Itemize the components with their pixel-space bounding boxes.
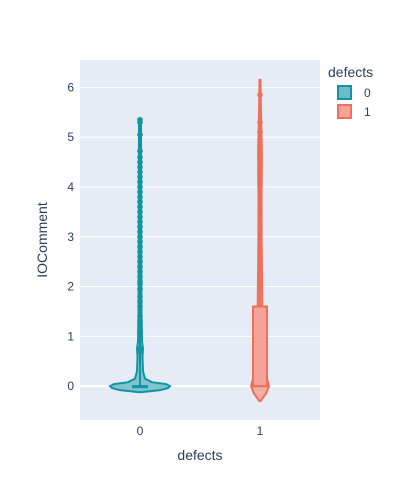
x-tick-label: 1 bbox=[257, 424, 264, 438]
outlier-point bbox=[137, 286, 143, 292]
outlier-point bbox=[257, 136, 263, 143]
x-tick-label: 0 bbox=[137, 424, 144, 438]
violin-box bbox=[252, 305, 268, 388]
legend-label: 0 bbox=[364, 86, 371, 100]
outlier-point bbox=[257, 129, 263, 135]
y-tick-label: 5 bbox=[67, 130, 74, 144]
outlier-point bbox=[137, 268, 143, 275]
outlier-point bbox=[137, 199, 143, 205]
outlier-point bbox=[137, 243, 143, 250]
outlier-point bbox=[137, 189, 143, 195]
outlier-point bbox=[137, 154, 143, 160]
legend: defects 0 1 bbox=[328, 64, 373, 119]
legend-item-0[interactable]: 0 bbox=[337, 85, 371, 100]
outlier-point bbox=[137, 194, 143, 200]
outlier-point bbox=[137, 174, 143, 180]
x-axis-title: defects bbox=[177, 447, 222, 463]
outlier-point bbox=[137, 313, 143, 320]
legend-item-1[interactable]: 1 bbox=[337, 104, 371, 119]
outlier-point bbox=[137, 298, 143, 305]
outlier-point bbox=[137, 345, 143, 352]
outlier-point bbox=[137, 258, 143, 265]
y-tick-label: 1 bbox=[67, 329, 74, 343]
outlier-point bbox=[137, 318, 143, 325]
outlier-point bbox=[257, 119, 263, 126]
y-tick-label: 2 bbox=[67, 280, 74, 294]
y-tick-label: 4 bbox=[67, 180, 74, 194]
violin-0 bbox=[108, 116, 172, 394]
legend-swatch bbox=[337, 104, 352, 119]
outlier-point bbox=[137, 219, 143, 225]
outlier-point bbox=[137, 148, 143, 154]
plot-area bbox=[80, 60, 320, 420]
outlier-point bbox=[137, 278, 143, 285]
y-axis-ticks: 0 1 2 3 4 5 6 bbox=[67, 80, 74, 393]
y-tick-label: 0 bbox=[67, 379, 74, 393]
violins bbox=[108, 78, 271, 403]
outlier-point bbox=[257, 92, 263, 98]
outlier-point bbox=[137, 184, 143, 190]
outlier-point bbox=[137, 209, 143, 215]
y-tick-label: 3 bbox=[67, 230, 74, 244]
outlier-point bbox=[137, 263, 143, 270]
legend-label: 1 bbox=[364, 105, 371, 119]
outlier-point bbox=[137, 303, 143, 310]
legend-swatch bbox=[337, 85, 352, 100]
outlier-point bbox=[137, 116, 143, 123]
outlier-point bbox=[137, 238, 143, 245]
outlier-point bbox=[137, 204, 143, 210]
legend-title: defects bbox=[328, 64, 373, 80]
outlier-point bbox=[137, 214, 143, 220]
outlier-point bbox=[137, 228, 143, 235]
outlier-point bbox=[137, 179, 143, 185]
outlier-point bbox=[137, 159, 143, 165]
outlier-point bbox=[137, 164, 143, 170]
outlier-point bbox=[137, 293, 143, 300]
y-tick-label: 6 bbox=[67, 80, 74, 94]
outlier-point bbox=[137, 248, 143, 255]
y-axis-title: IOComment bbox=[34, 202, 50, 278]
violin-1 bbox=[249, 78, 271, 403]
outlier-point bbox=[137, 169, 143, 175]
outlier-point bbox=[137, 131, 143, 138]
outlier-point bbox=[137, 328, 143, 335]
outlier-point bbox=[137, 253, 143, 260]
outlier-point bbox=[137, 224, 143, 230]
outlier-point bbox=[137, 273, 143, 280]
outlier-point bbox=[137, 233, 143, 240]
